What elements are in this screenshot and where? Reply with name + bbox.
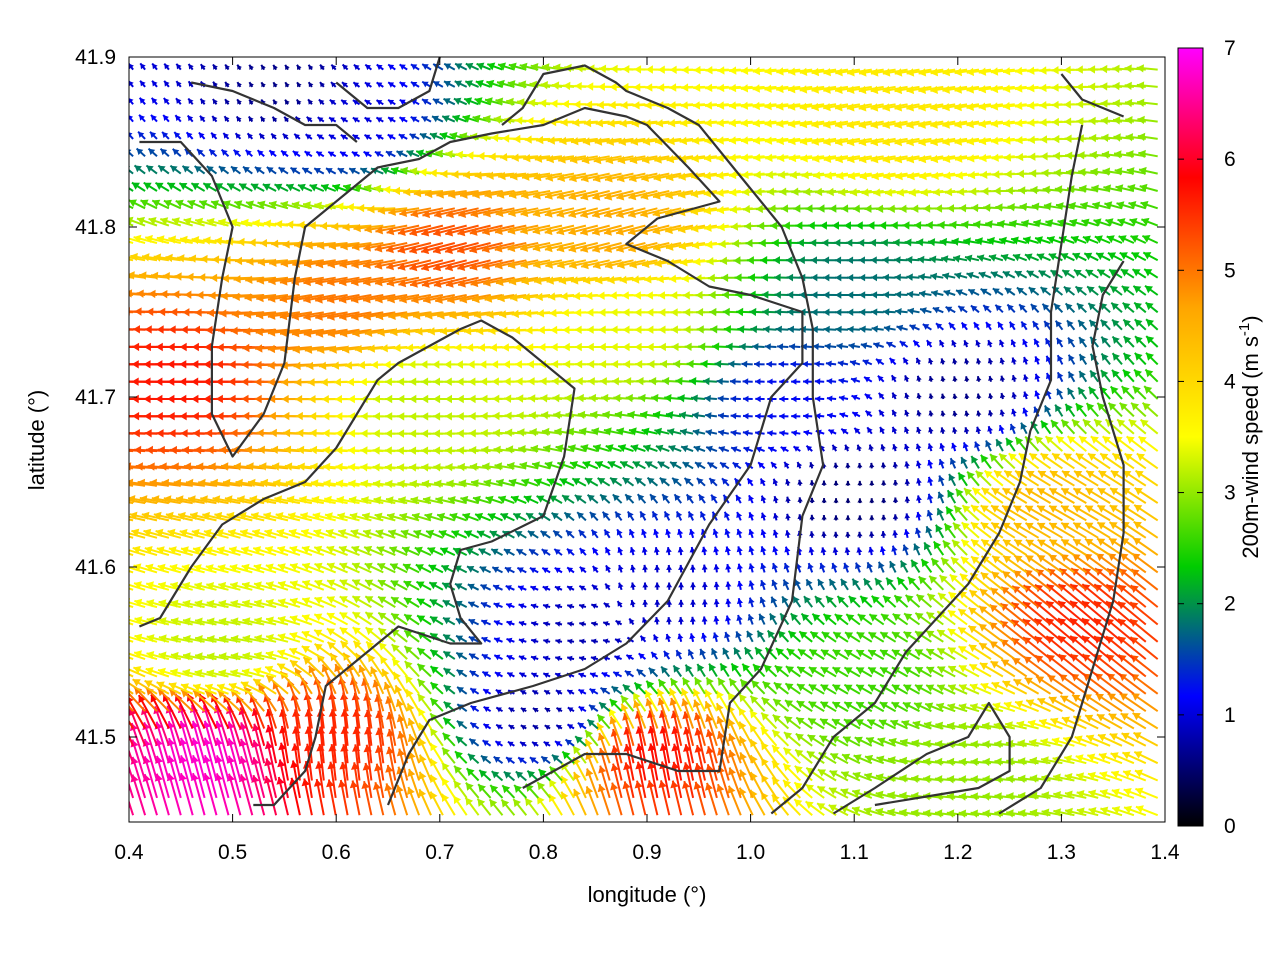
- y-tick-label-4: 41.9: [75, 46, 116, 69]
- colorbar-label-superscript: -1: [1236, 323, 1253, 336]
- wind-arrow-2523: [100, 307, 133, 315]
- x-tick-label-3: 0.7: [425, 841, 454, 864]
- y-tick-label-2: 41.7: [75, 386, 116, 409]
- colorbar-label-close: ): [1238, 315, 1263, 322]
- x-tick-label-9: 1.3: [1047, 841, 1076, 864]
- x-tick-label-0: 0.4: [114, 841, 144, 864]
- x-tick-label-8: 1.2: [943, 841, 972, 864]
- x-tick-label-6: 1.0: [736, 841, 765, 864]
- wind-arrow-2175: [97, 377, 134, 385]
- y-tick-label-0: 41.5: [75, 726, 116, 749]
- colorbar-tick-label-4: 4: [1224, 370, 1236, 393]
- wind-arrow-2436: [98, 325, 133, 333]
- wind-arrow-2262: [97, 360, 133, 368]
- wind-arrow-1740: [100, 462, 133, 470]
- x-tick-label-4: 0.8: [529, 841, 558, 864]
- wind-arrow-1827: [99, 445, 133, 453]
- wind-arrow-1914: [98, 429, 133, 437]
- x-tick-label-2: 0.6: [322, 841, 351, 864]
- colorbar-tick-label-2: 2: [1224, 593, 1236, 616]
- colorbar-gradient: [1178, 48, 1203, 826]
- colorbar-tick-label-7: 7: [1224, 37, 1236, 60]
- colorbar-tick-label-1: 1: [1224, 704, 1236, 727]
- wind-arrow-2001: [97, 412, 133, 420]
- x-tick-label-10: 1.4: [1150, 841, 1180, 864]
- wind-arrow-2349: [97, 342, 133, 350]
- colorbar-tick-label-6: 6: [1224, 148, 1236, 171]
- y-tick-label-1: 41.6: [75, 556, 116, 579]
- colorbar-tick-label-0: 0: [1224, 815, 1236, 838]
- x-tick-label-7: 1.1: [840, 841, 869, 864]
- colorbar: 0 1 2 3 4 5 6 7 200m-wind speed (m s-1): [1178, 37, 1263, 838]
- x-axis-title: longitude (°): [588, 882, 707, 907]
- y-axis-title: latitude (°): [24, 390, 49, 491]
- x-tick-label-1: 0.5: [218, 841, 247, 864]
- colorbar-label-main: 200m-wind speed (m s: [1238, 336, 1263, 559]
- x-tick-label-5: 0.9: [632, 841, 661, 864]
- wind-arrow-1653: [102, 478, 133, 486]
- colorbar-label: 200m-wind speed (m s-1): [1236, 315, 1263, 558]
- wind-arrow-2610: [102, 289, 133, 297]
- y-tick-label-3: 41.8: [75, 216, 116, 239]
- colorbar-tick-label-3: 3: [1224, 482, 1236, 505]
- colorbar-tick-label-5: 5: [1224, 259, 1236, 282]
